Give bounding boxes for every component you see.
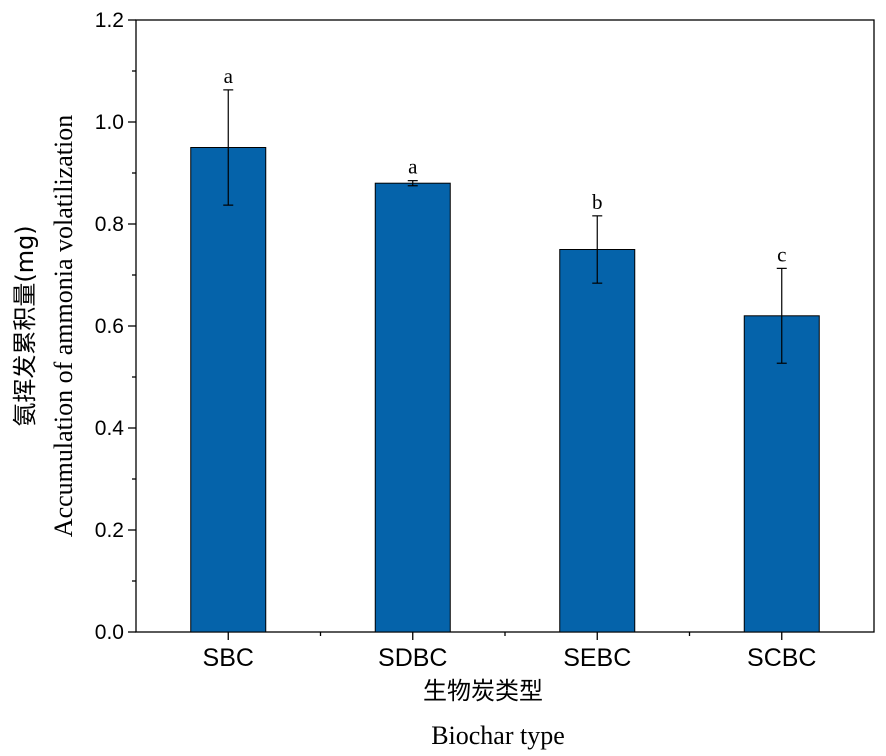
- significance-label: b: [592, 190, 603, 214]
- y-tick-label: 0.6: [95, 315, 124, 338]
- significance-label: a: [408, 155, 418, 179]
- bar-sbc: [190, 147, 267, 633]
- bar-sebc: [559, 249, 636, 633]
- y-tick-label: 1.2: [95, 9, 124, 32]
- significance-label: a: [224, 64, 234, 88]
- x-tick-label: SBC: [203, 644, 254, 672]
- x-tick-label: SDBC: [378, 644, 447, 672]
- tick-marks: [128, 19, 783, 640]
- significance-label: c: [777, 242, 786, 266]
- tick-labels: 0.0 0.2 0.4 0.6 0.8 1.0 1.2 a SBC a SDBC b SEBC c SCBC: [95, 9, 817, 672]
- bar-scbc: [743, 315, 820, 633]
- y-tick-label: 0.8: [95, 213, 124, 236]
- x-axis-title: Biochar type: [431, 721, 565, 750]
- bar-sdbc: [374, 182, 451, 633]
- y-tick-label: 0.2: [95, 519, 124, 542]
- y-axis-title: Accumulation of ammonia volatilization: [49, 115, 78, 537]
- bars: [190, 89, 820, 633]
- x-tick-label: SEBC: [563, 644, 631, 672]
- y-tick-label: 0.0: [95, 621, 124, 644]
- x-tick-label: SCBC: [747, 644, 816, 672]
- x-axis-title-cn: 生物炭类型: [423, 677, 543, 705]
- y-axis-title-cn: 氨挥发累积量(mg): [11, 225, 39, 426]
- y-tick-label: 1.0: [95, 111, 124, 134]
- y-tick-label: 0.4: [95, 417, 125, 440]
